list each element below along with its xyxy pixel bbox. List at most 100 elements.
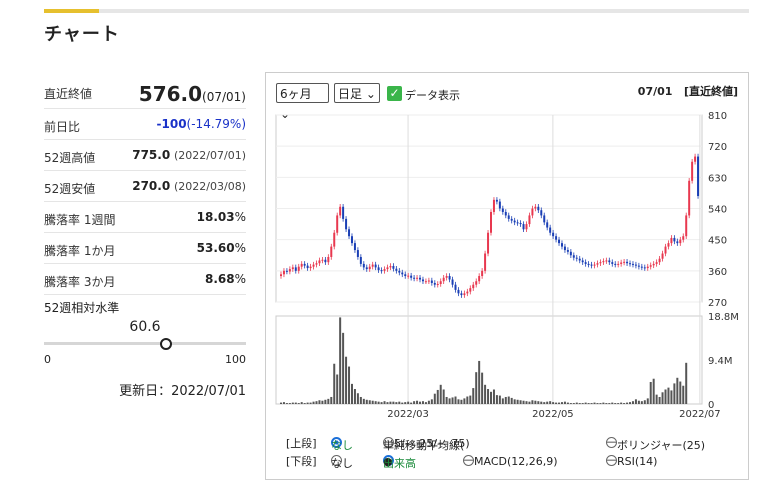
volume-bar (560, 402, 563, 404)
r3m-label: 騰落率 3か月 (44, 275, 116, 289)
chevron-down-icon: ⌄ (280, 107, 291, 121)
x-tick-label: 2022/03 (387, 409, 429, 420)
candle-body (333, 232, 336, 247)
relative-level-marker (160, 338, 173, 350)
candle-body (401, 272, 404, 275)
volume-bar (348, 366, 351, 404)
volume-bar (433, 393, 436, 404)
candle-body (342, 206, 345, 219)
candle-body (623, 261, 626, 263)
candle-body (448, 276, 451, 280)
candle-body (481, 270, 484, 277)
volume-bar (498, 395, 501, 404)
volume-bar (581, 403, 584, 404)
upper-bollinger-option[interactable]: — ボリンジャー(25) (606, 435, 706, 452)
candle-body (318, 260, 321, 264)
candle-body (490, 211, 492, 233)
lower-options-row: [下段] なし ● 出来高 — MACD(12,26,9) — RSI(14) (286, 451, 746, 470)
candle-body (694, 156, 697, 162)
volume-bar (578, 403, 581, 404)
volume-bar (596, 403, 599, 404)
candle-body (348, 229, 351, 237)
volume-bar (365, 399, 368, 404)
volume-bar (377, 401, 380, 404)
volume-bar (368, 400, 371, 404)
candle-body (389, 265, 392, 268)
candle-body (688, 180, 691, 216)
low-label: 52週安値 (44, 182, 96, 196)
volume-bar (540, 401, 543, 404)
interval-select[interactable]: 日足 ⌄ (334, 83, 380, 103)
candle-body (611, 262, 614, 264)
volume-bar (629, 402, 632, 404)
period-select[interactable]: 6ヶ月 ⌄ (276, 83, 329, 121)
low-value: 270.0 (132, 179, 171, 193)
upper-none-label: なし (331, 439, 353, 452)
x-tick-label: 2022/07 (679, 409, 721, 420)
volume-bar (407, 401, 410, 404)
radio-icon (331, 455, 342, 466)
volume-bar (593, 402, 596, 404)
volume-bar (516, 399, 519, 404)
candle-body (339, 206, 342, 216)
high-value: 775.0 (132, 148, 171, 162)
candle-body (469, 288, 472, 292)
volume-bar (658, 396, 661, 404)
volume-bar (640, 401, 643, 404)
volume-bar (282, 402, 285, 404)
volume-bar (495, 395, 498, 404)
relative-level-label: 52週相対水準 (44, 301, 120, 315)
candle-body (620, 262, 623, 264)
volume-bar (362, 398, 365, 404)
candle-body (652, 263, 655, 266)
show-data-checkbox[interactable]: ✓ (387, 86, 402, 101)
volume-bar (297, 403, 300, 404)
page-title: チャート (44, 24, 120, 45)
section-accent-bar (44, 9, 99, 13)
candle-body (362, 263, 365, 268)
volume-bar (555, 402, 558, 404)
volume-bar (605, 403, 608, 404)
volume-bar (469, 395, 472, 404)
volume-bar (306, 402, 309, 404)
candle-body (504, 211, 507, 216)
upper-sma-option[interactable]: 単純移動平均線(— 5/— 25/— 75) (383, 435, 470, 452)
candle-body (285, 270, 288, 272)
volume-bar-icon: ● (383, 455, 393, 468)
candle-body (602, 261, 605, 263)
volume-bar (386, 402, 389, 404)
candle-body (507, 215, 510, 219)
price-tick-label: 540 (708, 205, 727, 216)
candle-body (350, 236, 353, 244)
lower-rsi-option[interactable]: — RSI(14) (606, 453, 658, 468)
candle-body (555, 236, 558, 240)
candle-body (581, 260, 584, 263)
volume-bar (611, 402, 614, 404)
chart-panel: 6ヶ月 ⌄ 日足 ⌄ ✓ データ表示 07/01 [直近終値] 810 720 63… (265, 72, 749, 480)
volume-bar (534, 400, 537, 404)
show-data-label: データ表示 (405, 89, 460, 102)
candle-body (655, 262, 658, 264)
r1m-label: 騰落率 1か月 (44, 244, 116, 258)
volume-bar (673, 383, 676, 404)
lower-label: [下段] (286, 455, 317, 468)
candle-body (457, 289, 460, 294)
candle-body (534, 206, 537, 209)
volume-bar (300, 402, 303, 404)
candle-body (368, 266, 371, 270)
volume-bar (404, 402, 407, 404)
volume-bar (522, 400, 525, 404)
volume-bar (380, 402, 383, 404)
upper-options-row: [上段] なし 単純移動平均線(— 5/— 25/— 75) — ボリンジャー(… (286, 433, 746, 452)
candle-body (442, 277, 445, 282)
volume-bar (451, 397, 454, 404)
lower-macd-option[interactable]: — MACD(12,26,9) (463, 453, 558, 468)
chevron-down-icon: ⌄ (365, 87, 376, 101)
change-value: -100 (156, 117, 187, 131)
volume-bar (336, 374, 339, 404)
volume-bar (643, 400, 646, 404)
volume-bar (330, 396, 333, 404)
change-label: 前日比 (44, 120, 81, 134)
candle-body (578, 258, 581, 261)
volume-bar (652, 378, 655, 404)
